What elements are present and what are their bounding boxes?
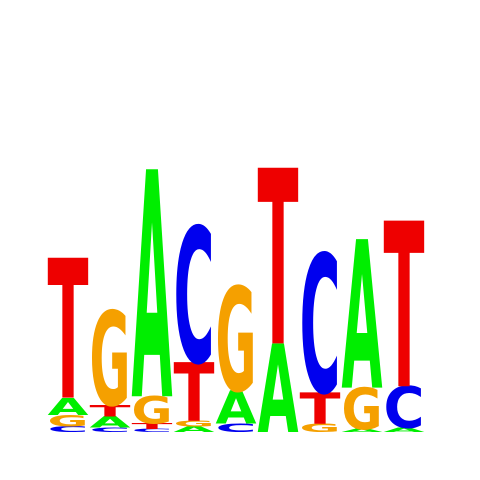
logo-letter-t-pos3: T (132, 422, 173, 431)
logo-letter-c-pos2: C (90, 427, 131, 434)
logo-letter-t-pos1: T (48, 220, 89, 444)
logo-letter-a-pos1: A (48, 393, 89, 421)
logo-letter-g-pos4: G (174, 419, 215, 428)
logo-letter-g-pos2: G (90, 286, 131, 436)
logo-letter-c-pos5: C (216, 421, 257, 435)
logo-letter-a-pos3: A (132, 108, 173, 470)
logo-letter-g-pos8: G (342, 376, 383, 443)
logo-letter-g-pos3: G (132, 390, 173, 433)
logo-letter-t-pos6: T (258, 121, 299, 401)
logo-letter-c-pos7: C (300, 217, 341, 438)
logo-letter-t-pos9: T (384, 177, 425, 441)
logo-letter-a-pos5: A (216, 381, 257, 434)
logo-letter-a-pos2: A (90, 414, 132, 432)
logo-letter-a-pos8: A (342, 200, 383, 437)
logo-letter-c-pos3: C (132, 428, 173, 433)
logo-letter-c-pos4: C (174, 190, 215, 407)
logo-letter-g-pos5: G (216, 260, 257, 426)
logo-letter-g-pos1: G (48, 412, 89, 430)
logo-letter-c-pos1: C (48, 425, 89, 434)
logo-letter-a-pos8: A (342, 428, 383, 433)
logo-letter-c-pos9: C (384, 376, 425, 442)
logo-letter-a-pos9: A (384, 427, 425, 434)
logo-letter-a-pos4: A (174, 425, 216, 434)
logo-letter-t-pos7: T (300, 384, 341, 434)
logo-letter-g-pos7: G (300, 421, 341, 435)
logo-letter-t-pos2: T (90, 402, 131, 420)
logo-letter-a-pos6: A (258, 321, 299, 462)
logo-letter-t-pos4: T (174, 346, 215, 440)
